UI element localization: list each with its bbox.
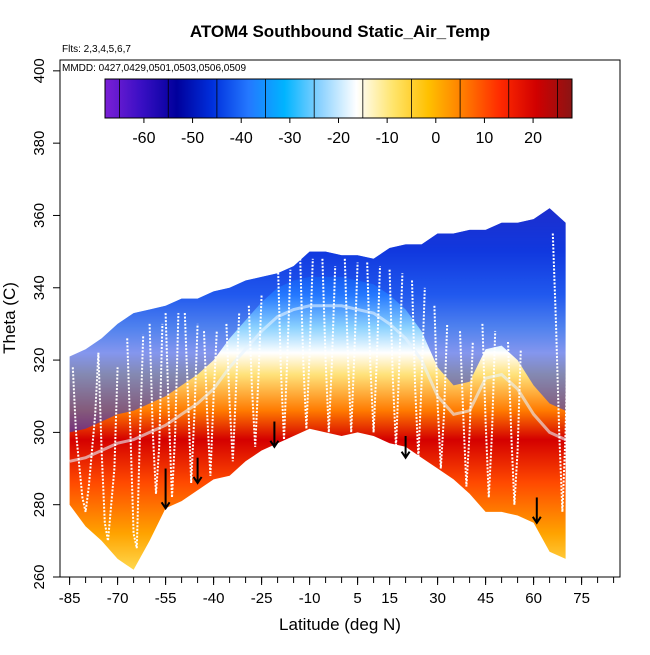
y-tick-label: 360 bbox=[31, 203, 48, 228]
chart-title: ATOM4 Southbound Static_Air_Temp bbox=[190, 22, 490, 41]
flight-track bbox=[411, 280, 426, 458]
y-axis-label: Theta (C) bbox=[0, 282, 19, 354]
flights-note: Flts: 2,3,4,5,6,7 bbox=[62, 44, 131, 55]
colorbar-tick-label: -30 bbox=[278, 130, 301, 147]
profile-arrow-head bbox=[160, 501, 171, 511]
x-tick-label: -55 bbox=[155, 590, 177, 607]
colorbar-tick-label: -50 bbox=[181, 130, 204, 147]
x-tick-label: 45 bbox=[477, 590, 494, 607]
flight-track bbox=[433, 305, 449, 469]
flight-track bbox=[299, 251, 314, 429]
x-tick-label: -10 bbox=[299, 590, 321, 607]
y-tick-label: 380 bbox=[31, 131, 48, 156]
flight-track bbox=[551, 233, 570, 512]
colorbar-tick-label: -60 bbox=[132, 130, 155, 147]
colorbar: -60 -50 -40 -30 -20 -10 0 10 20 bbox=[104, 78, 573, 147]
x-tick-label: 30 bbox=[429, 590, 446, 607]
y-tick-label: 260 bbox=[31, 564, 48, 589]
colorbar-tick-label: -20 bbox=[327, 130, 350, 147]
flight-track bbox=[321, 258, 337, 433]
colorbar-bar bbox=[104, 78, 573, 119]
flight-track bbox=[276, 251, 292, 440]
dates-note: MMDD: 0427,0429,0501,0503,0506,0509 bbox=[62, 63, 246, 74]
flight-track bbox=[71, 352, 100, 513]
colorbar-tick-label: -10 bbox=[376, 130, 399, 147]
x-axis-label: Latitude (deg N) bbox=[279, 615, 401, 634]
flight-track bbox=[366, 262, 381, 433]
flight-track bbox=[388, 269, 404, 447]
axes: -85 -70 -55 -40 -25 -10 5 15 30 45 60 75 260 280 300 32… bbox=[31, 58, 615, 607]
flight-track bbox=[97, 352, 119, 541]
profile-arrow-head bbox=[192, 476, 203, 485]
colorbar-tick-label: -40 bbox=[230, 130, 253, 147]
flight-track bbox=[247, 294, 263, 447]
stratosphere-band bbox=[69, 208, 566, 433]
colorbar-tick-label: 20 bbox=[524, 130, 542, 147]
y-tick-label: 400 bbox=[31, 58, 48, 83]
flight-track bbox=[225, 313, 241, 462]
x-tick-label: -40 bbox=[203, 590, 225, 607]
plot-frame bbox=[59, 59, 621, 578]
x-tick-label: -25 bbox=[251, 590, 273, 607]
profile-arrow-head bbox=[269, 440, 280, 449]
flight-track bbox=[507, 341, 522, 505]
tropopause-line bbox=[69, 304, 567, 463]
profile-arrow-head bbox=[531, 516, 542, 525]
flight-track bbox=[343, 258, 359, 433]
flight-track bbox=[459, 331, 474, 487]
x-tick-label: 60 bbox=[525, 590, 542, 607]
x-tick-label: 5 bbox=[353, 590, 361, 607]
x-tick-label: -85 bbox=[59, 590, 81, 607]
flight-track bbox=[203, 331, 218, 476]
plot-area bbox=[69, 208, 570, 570]
y-tick-label: 320 bbox=[31, 348, 48, 373]
x-tick-label: -70 bbox=[107, 590, 129, 607]
x-tick-label: 75 bbox=[573, 590, 590, 607]
y-tick-label: 280 bbox=[31, 492, 48, 517]
y-tick-label: 300 bbox=[31, 420, 48, 445]
profile-arrow-head bbox=[400, 451, 411, 460]
flight-track bbox=[126, 334, 145, 549]
colorbar-tick-label: 10 bbox=[476, 130, 494, 147]
colorbar-tick-label: 0 bbox=[431, 130, 440, 147]
flight-track bbox=[164, 313, 180, 498]
x-tick-label: 15 bbox=[381, 590, 398, 607]
y-tick-label: 340 bbox=[31, 275, 48, 300]
